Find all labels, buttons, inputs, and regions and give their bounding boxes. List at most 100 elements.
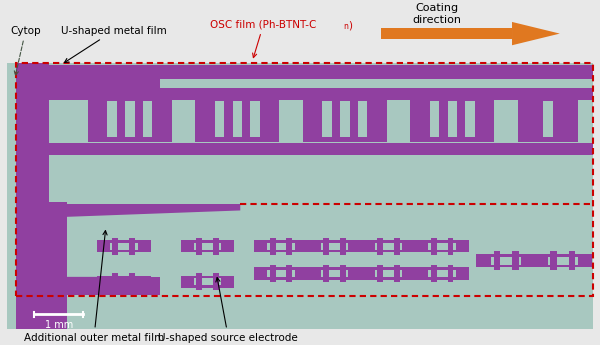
Bar	[394, 265, 400, 282]
Bar	[308, 267, 362, 270]
Bar	[49, 88, 593, 100]
Bar	[431, 265, 437, 282]
Bar	[410, 96, 430, 142]
Bar	[439, 96, 448, 142]
Bar	[457, 96, 466, 142]
Bar	[181, 276, 194, 288]
Bar	[569, 252, 575, 270]
Bar	[196, 96, 279, 101]
Bar	[476, 254, 536, 257]
Bar	[415, 240, 469, 243]
Bar	[362, 267, 374, 280]
Bar	[137, 276, 151, 288]
Polygon shape	[49, 71, 118, 89]
Bar	[308, 267, 321, 280]
Bar	[518, 96, 537, 142]
Bar	[134, 96, 143, 142]
Bar	[402, 240, 415, 252]
Bar	[181, 250, 235, 252]
Bar	[308, 240, 362, 243]
Bar	[97, 250, 151, 252]
Bar	[362, 240, 415, 243]
Bar	[535, 96, 543, 142]
Text: 1 mm: 1 mm	[44, 320, 73, 330]
Bar	[196, 238, 202, 255]
Bar	[521, 254, 536, 267]
Bar	[303, 96, 386, 101]
Polygon shape	[49, 277, 118, 295]
Bar	[448, 265, 454, 282]
Bar	[380, 28, 512, 39]
Bar	[332, 96, 340, 142]
Bar	[448, 238, 454, 255]
Bar	[533, 265, 592, 267]
Bar	[16, 63, 49, 296]
Bar	[456, 240, 469, 252]
Bar	[476, 254, 491, 267]
Bar	[97, 240, 110, 252]
Bar	[7, 63, 593, 329]
Bar	[512, 252, 518, 270]
Bar	[97, 276, 110, 288]
Bar	[295, 240, 308, 252]
Bar	[254, 240, 267, 252]
Bar	[286, 265, 292, 282]
Bar	[402, 267, 415, 280]
Bar	[254, 267, 308, 270]
Bar	[350, 96, 358, 142]
Bar	[129, 238, 135, 255]
Bar	[323, 238, 329, 255]
Bar	[308, 240, 321, 252]
Bar	[16, 63, 593, 296]
Bar	[518, 96, 578, 101]
Text: U-shaped source electrode: U-shaped source electrode	[158, 278, 298, 343]
Bar	[242, 96, 250, 142]
Bar	[181, 276, 235, 278]
Bar	[476, 265, 536, 267]
Bar	[456, 267, 469, 280]
Bar	[254, 240, 308, 243]
Polygon shape	[52, 204, 240, 210]
Bar	[415, 240, 428, 252]
Bar	[323, 265, 329, 282]
Bar	[410, 137, 494, 142]
Bar	[254, 277, 308, 280]
Bar	[213, 238, 219, 255]
Bar	[16, 203, 67, 329]
Bar	[550, 252, 557, 270]
Bar	[415, 267, 469, 270]
Bar	[415, 267, 428, 280]
Bar	[303, 96, 322, 142]
Bar	[308, 250, 362, 252]
Text: ): )	[348, 20, 352, 30]
Bar	[88, 96, 172, 101]
Bar	[303, 137, 386, 142]
Bar	[349, 240, 362, 252]
Bar	[553, 96, 561, 142]
Bar	[181, 240, 235, 243]
Bar	[260, 96, 279, 142]
Bar	[221, 276, 235, 288]
Bar	[349, 267, 362, 280]
Bar	[377, 238, 383, 255]
Bar	[196, 96, 215, 142]
Bar	[269, 238, 275, 255]
Bar	[377, 265, 383, 282]
Bar	[88, 96, 107, 142]
Bar	[196, 273, 202, 290]
Text: Coating
direction: Coating direction	[413, 3, 462, 25]
Bar	[181, 240, 194, 252]
Bar	[518, 137, 578, 142]
Bar	[254, 250, 308, 252]
Bar	[49, 65, 593, 79]
Polygon shape	[52, 204, 240, 329]
Bar	[152, 96, 172, 142]
Bar	[559, 96, 578, 142]
Text: U-shaped metal film: U-shaped metal film	[61, 26, 167, 62]
Bar	[475, 96, 494, 142]
Bar	[97, 285, 151, 288]
Text: n: n	[343, 22, 348, 31]
Bar	[16, 277, 160, 295]
Bar	[116, 96, 125, 142]
Bar	[97, 240, 151, 243]
